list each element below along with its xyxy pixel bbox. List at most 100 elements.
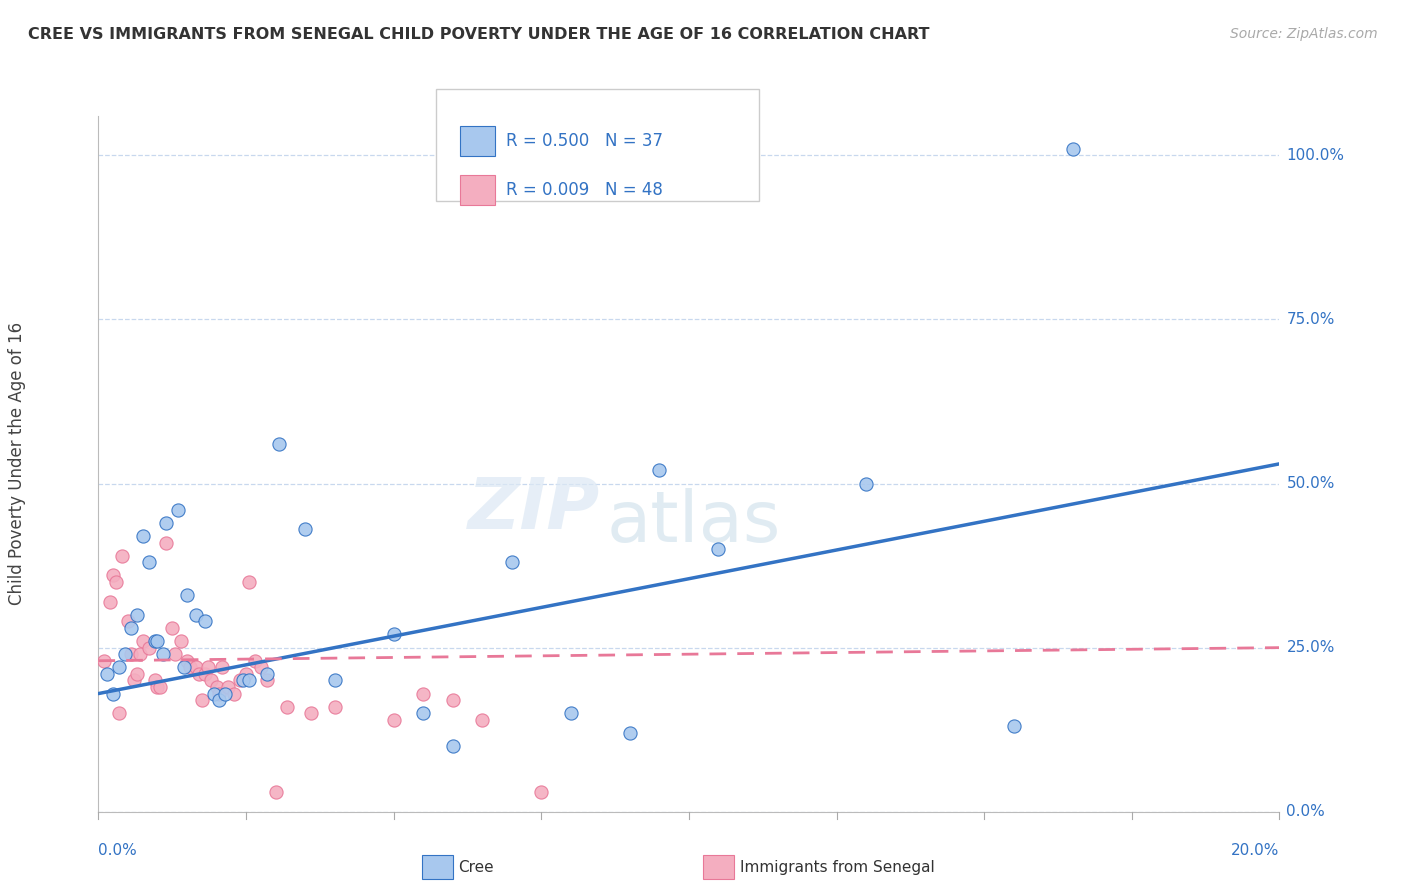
Point [208,687,231,701]
Text: 20.0%: 20.0% [1232,843,1279,858]
Point [267,437,290,451]
Point [619,726,641,740]
Point [117,615,139,629]
Point [382,713,405,727]
Point [264,785,287,799]
Text: Cree: Cree [458,860,494,874]
Point [441,739,464,753]
Point [120,621,142,635]
Point [412,706,434,721]
Point [176,588,198,602]
Point [96,666,118,681]
Point [155,516,177,530]
Point [105,574,128,589]
Point [243,654,266,668]
Point [855,476,877,491]
Point [103,687,125,701]
Point [194,666,217,681]
Point [103,568,125,582]
Point [235,666,257,681]
Text: CREE VS IMMIGRANTS FROM SENEGAL CHILD POVERTY UNDER THE AGE OF 16 CORRELATION CH: CREE VS IMMIGRANTS FROM SENEGAL CHILD PO… [28,27,929,42]
Point [1062,142,1084,156]
Point [323,673,346,688]
Point [250,660,273,674]
Text: 0.0%: 0.0% [1286,805,1326,819]
Text: 100.0%: 100.0% [1286,148,1344,163]
Text: 0.0%: 0.0% [98,843,138,858]
Point [194,615,217,629]
Text: Source: ZipAtlas.com: Source: ZipAtlas.com [1230,27,1378,41]
Point [299,706,322,721]
Point [143,634,166,648]
Point [191,693,214,707]
Point [179,660,201,674]
Point [412,687,434,701]
Point [294,523,316,537]
Point [197,660,219,674]
Text: 75.0%: 75.0% [1286,312,1334,327]
Point [146,634,169,648]
Point [382,627,405,641]
Point [256,666,278,681]
Point [167,503,190,517]
Point [200,673,222,688]
Point [238,673,260,688]
Point [202,687,225,701]
Point [560,706,582,721]
Point [187,666,209,681]
Point [530,785,553,799]
Point [93,654,115,668]
Point [165,647,187,661]
Point [707,542,730,557]
Point [176,654,198,668]
Point [184,660,207,674]
Point [184,607,207,622]
Point [114,647,136,661]
Point [211,660,233,674]
Point [173,660,195,674]
Point [155,535,177,549]
Point [276,699,298,714]
Point [256,673,278,688]
Point [98,595,121,609]
Point [152,647,174,661]
Point [120,647,142,661]
Point [128,647,150,661]
Point [214,687,236,701]
Point [208,693,231,707]
Point [229,673,252,688]
Point [441,693,464,707]
Point [501,555,523,569]
Point [170,634,193,648]
Text: Immigrants from Senegal: Immigrants from Senegal [740,860,935,874]
Point [1002,719,1025,733]
Point [108,660,131,674]
Point [162,621,183,635]
Point [122,673,145,688]
Point [205,680,228,694]
Point [648,463,671,477]
Point [138,640,160,655]
Point [132,529,155,543]
Text: 50.0%: 50.0% [1286,476,1334,491]
Text: 25.0%: 25.0% [1286,640,1334,655]
Point [149,680,172,694]
Text: Child Poverty Under the Age of 16: Child Poverty Under the Age of 16 [8,322,25,606]
Point [138,555,160,569]
Point [132,634,155,648]
Point [232,673,254,688]
Point [323,699,346,714]
Point [125,666,148,681]
Text: ZIP: ZIP [468,475,600,544]
Point [471,713,494,727]
Point [111,549,134,563]
Point [224,687,246,701]
Point [238,574,260,589]
Text: R = 0.500   N = 37: R = 0.500 N = 37 [506,132,664,150]
Text: atlas: atlas [606,489,780,558]
Text: R = 0.009   N = 48: R = 0.009 N = 48 [506,181,664,199]
Point [125,607,148,622]
Point [143,673,166,688]
Point [108,706,131,721]
Point [146,680,169,694]
